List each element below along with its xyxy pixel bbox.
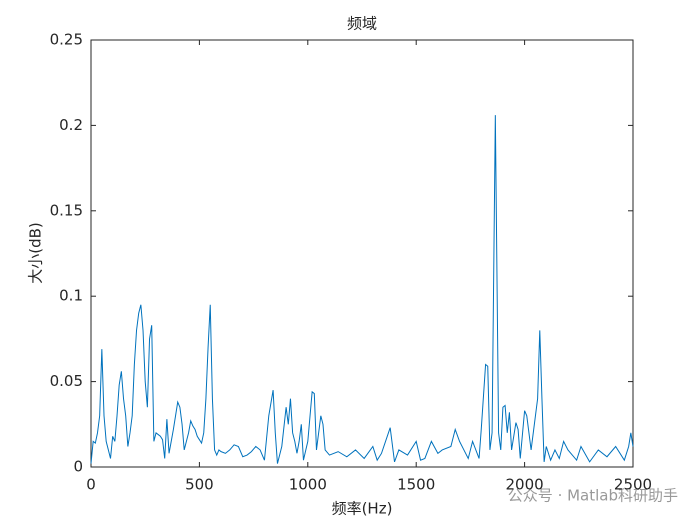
watermark: 公众号 · Matlab科研助手 [508,487,678,505]
y-axis-label: 大小(dB) [27,222,45,284]
x-tick-label: 1000 [289,476,327,494]
y-tick-label: 0.1 [59,287,83,305]
x-tick-label: 2500 [614,476,652,494]
chart-title: 频域 [347,15,377,33]
y-tick-label: 0.2 [59,116,83,134]
y-tick-label: 0.05 [50,372,83,390]
y-tick-label: 0 [73,458,83,476]
y-tick-label: 0.15 [50,201,83,219]
x-tick-label: 500 [185,476,214,494]
x-tick-label: 1500 [397,476,435,494]
x-tick-label: 2000 [506,476,544,494]
plot-frame [90,39,634,468]
y-tick-label: 0.25 [50,31,83,49]
x-tick-label: 0 [86,476,96,494]
x-axis-label: 频率(Hz) [332,500,393,518]
spectrum-line [90,115,634,464]
